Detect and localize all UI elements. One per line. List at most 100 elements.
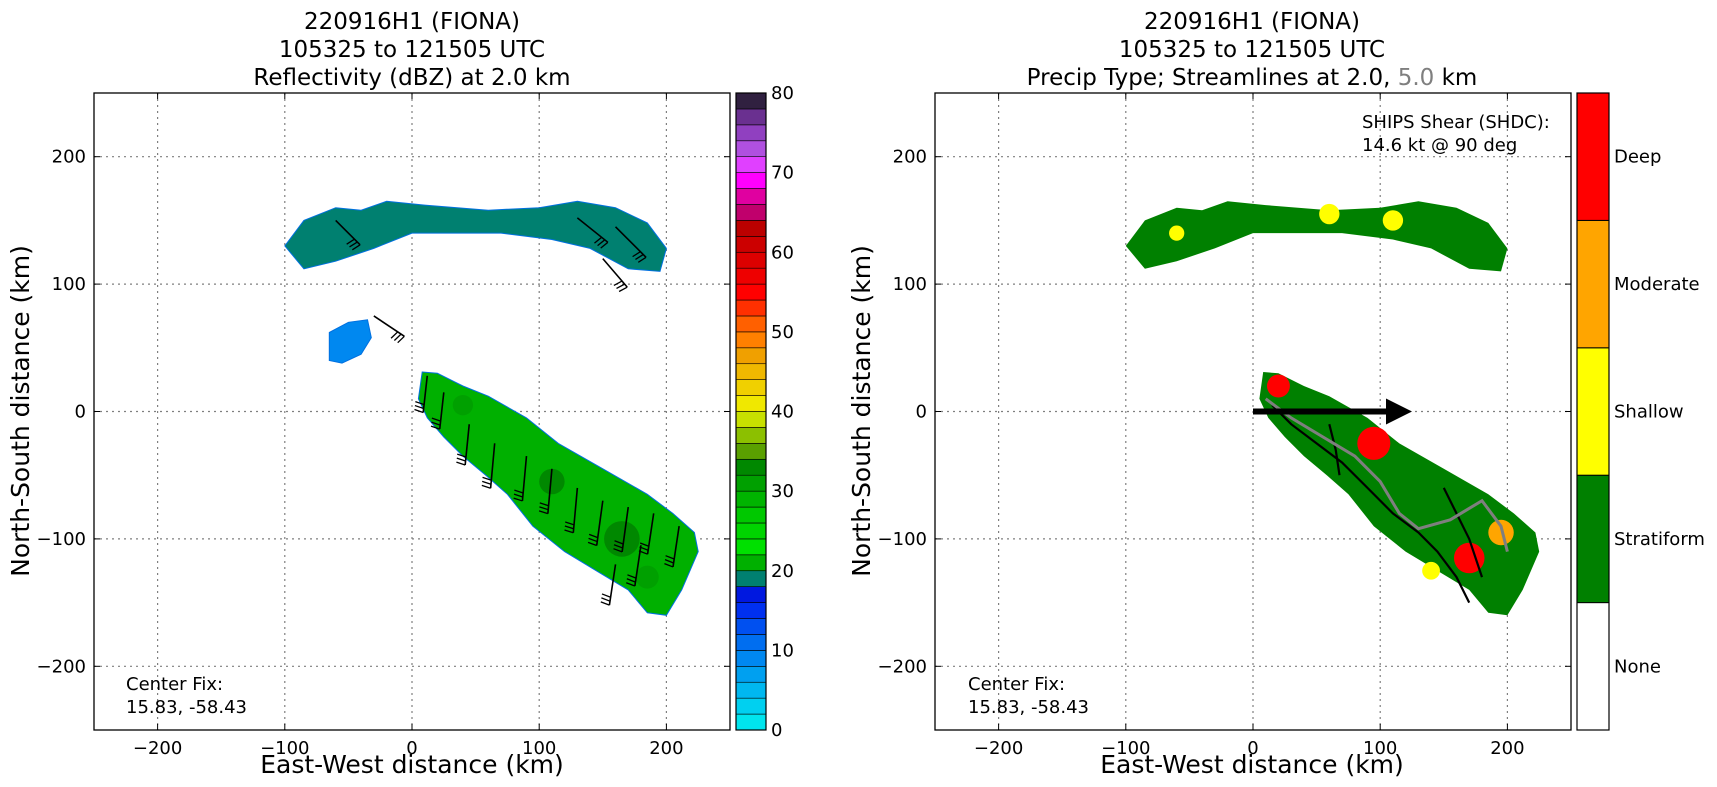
colorbar-segment [735, 315, 767, 333]
precip-shallow-cell [1382, 210, 1404, 231]
colorbar-segment [735, 379, 767, 396]
wind-barb-feather [613, 544, 623, 549]
left-x-tick-label: 200 [649, 738, 683, 759]
wind-barb-shaft [595, 500, 604, 546]
wind-barb-feather [414, 404, 424, 410]
colorbar-segment [735, 681, 767, 699]
shear-value: 14.6 kt @ 90 deg [1362, 135, 1517, 156]
reflectivity-region-western-patch [328, 319, 372, 364]
wind-barb-shaft [464, 424, 471, 466]
wind-barb-feather [346, 238, 355, 245]
colorbar-segment [735, 331, 767, 349]
wind-barb-feather [616, 283, 625, 290]
precip-region-north-band [1125, 201, 1508, 272]
wind-barb-feather [538, 510, 549, 515]
colorbar-segment [735, 267, 767, 285]
wind-barb-feather [514, 489, 524, 494]
colorbar-tick-label: 60 [771, 242, 794, 263]
wind-barb-feather [639, 542, 649, 547]
wind-barb [587, 500, 604, 547]
precip-moderate-cell [1488, 519, 1514, 546]
left-title-line-1: 220916H1 (FIONA) [304, 9, 520, 35]
wind-barb [664, 526, 680, 568]
colorbar-segment [735, 570, 767, 587]
colorbar-segment [735, 522, 767, 540]
precip-legend-swatch [1576, 474, 1610, 604]
wind-barb-shaft [547, 468, 553, 514]
wind-barb-feather [588, 537, 598, 543]
wind-barb-feather [482, 476, 492, 481]
precip-shallow-cell [1169, 225, 1185, 241]
colorbar-segment [735, 204, 767, 221]
left-y-tick-label: 100 [52, 274, 86, 295]
colorbar-segment [735, 586, 767, 603]
left-x-axis-label: East-West distance (km) [260, 750, 564, 779]
precip-legend-swatch [1576, 219, 1610, 349]
precip-shallow-cell [1422, 561, 1440, 580]
left-x-tick-label: 100 [522, 738, 556, 759]
wind-barb-feather [397, 335, 405, 344]
wind-barb-feather [390, 331, 399, 339]
colorbar-segment [735, 474, 767, 492]
left-title-line-3: Reflectivity (dBZ) at 2.0 km [253, 65, 570, 91]
colorbar-segment [735, 108, 767, 126]
wind-barb-feather [457, 453, 467, 458]
wind-barb [414, 375, 429, 414]
wind-barb-shaft [521, 456, 528, 502]
left-center-fix-label: Center Fix: [126, 674, 223, 695]
wind-barb-feather [539, 506, 549, 511]
right-panel: 220916H1 (FIONA) 105325 to 121505 UTC Pr… [847, 9, 1705, 779]
precip-legend-swatch [1576, 92, 1610, 221]
wind-barb-feather [539, 502, 549, 507]
precip-legend-swatch [1576, 347, 1610, 476]
colorbar-tick-label: 50 [771, 322, 794, 343]
wind-barb-shaft [572, 487, 579, 533]
colorbar-segment [735, 172, 767, 189]
wind-barb-shaft [614, 226, 647, 258]
colorbar-frame [735, 92, 767, 731]
wind-barb-feather [627, 574, 637, 579]
colorbar-segment [735, 347, 767, 365]
colorbar-segment [735, 538, 767, 556]
colorbar-tick-label: 0 [771, 720, 782, 741]
wind-barb-feather [613, 280, 623, 286]
left-panel: 220916H1 (FIONA) 105325 to 121505 UTC Re… [6, 9, 794, 779]
wind-barb-feather [600, 241, 609, 249]
left-grid [94, 93, 730, 730]
left-title-line-2: 105325 to 121505 UTC [279, 37, 545, 63]
wind-barb-feather [481, 480, 492, 485]
colorbar-tick-label: 70 [771, 163, 794, 184]
right-y-tick-label: 100 [893, 274, 927, 295]
precip-legend-label: Deep [1614, 147, 1661, 168]
right-title-prefix: Precip Type; Streamlines at 2.0, [1027, 65, 1398, 91]
colorbar-segment [735, 443, 767, 460]
wind-barb-feather [431, 417, 441, 422]
left-y-tick-label: 200 [52, 147, 86, 168]
left-y-tick-label: 0 [75, 402, 86, 423]
wind-barb-feather [618, 286, 628, 293]
colorbar-segment [735, 506, 767, 524]
wind-barb-feather [564, 529, 574, 534]
left-reflectivity-field [284, 200, 699, 616]
colorbar-segment [735, 554, 767, 572]
right-x-tick-label: 200 [1490, 738, 1524, 759]
wind-barb-feather [664, 563, 674, 568]
wind-barb-feather [564, 525, 574, 530]
right-title-line-2: 105325 to 121505 UTC [1119, 37, 1385, 63]
wind-barb [373, 315, 405, 344]
wind-barb-shaft [608, 564, 617, 606]
wind-barb-shaft [602, 258, 628, 288]
colorbar-segment [735, 236, 767, 253]
precip-legend-label: Stratiform [1614, 529, 1705, 550]
colorbar-segment [735, 283, 767, 301]
precip-legend-frame [1576, 92, 1610, 731]
colorbar-tick-label: 20 [771, 561, 794, 582]
colorbar-segment [735, 188, 767, 205]
wind-barb-feather [393, 333, 402, 341]
wind-barb [430, 392, 445, 430]
reflectivity-core-cell [452, 394, 474, 416]
colorbar-segment [735, 713, 767, 731]
wind-barb [614, 226, 647, 263]
left-x-tick-label: −100 [260, 738, 309, 759]
colorbar-segment [735, 618, 767, 635]
